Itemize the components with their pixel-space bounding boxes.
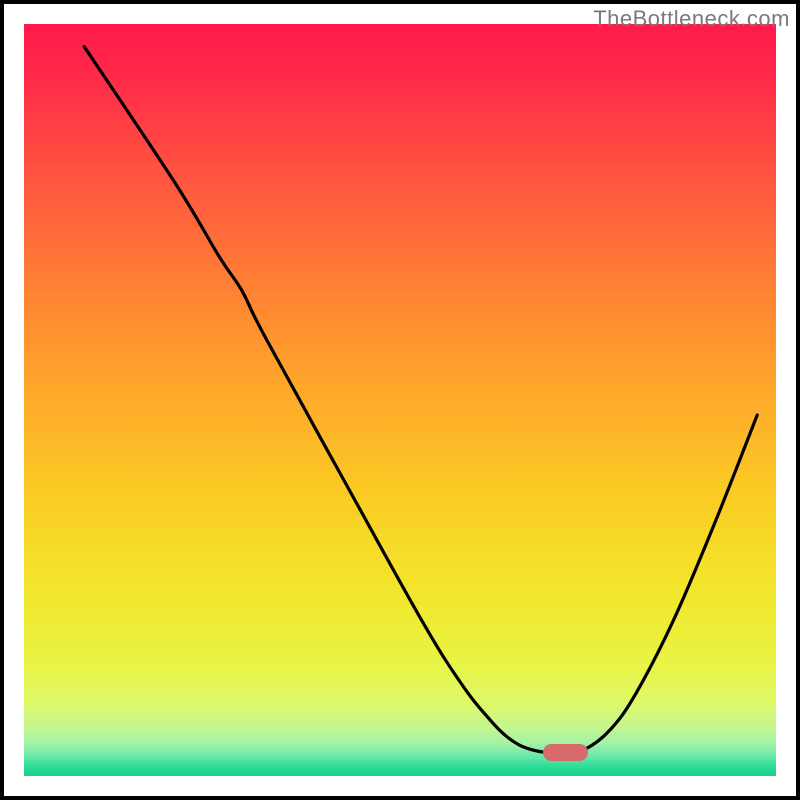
optimal-marker bbox=[543, 744, 588, 761]
bottleneck-chart-figure: TheBottleneck.com bbox=[0, 0, 800, 800]
chart-svg bbox=[0, 0, 800, 800]
plot-area bbox=[0, 0, 800, 800]
watermark-text: TheBottleneck.com bbox=[593, 6, 790, 32]
